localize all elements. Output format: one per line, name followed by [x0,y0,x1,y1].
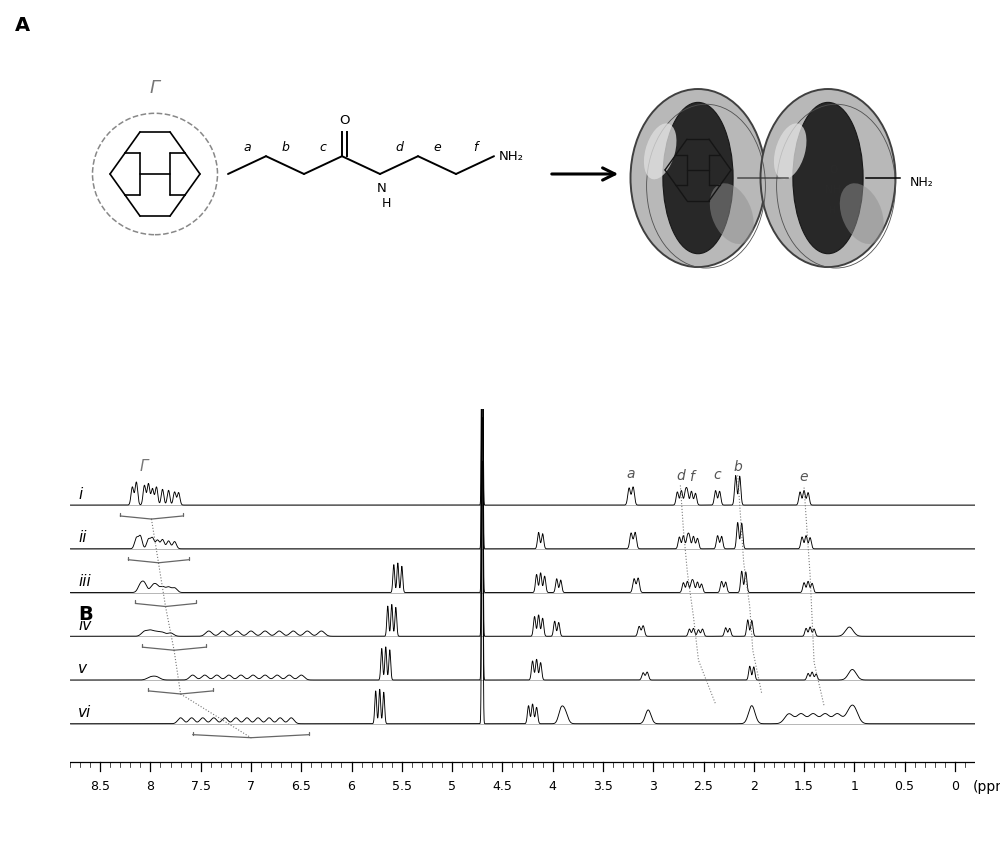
Text: Γ: Γ [139,459,148,474]
Text: N: N [377,182,387,195]
Text: O: O [829,165,837,175]
Text: 1: 1 [850,780,858,792]
Ellipse shape [793,102,863,254]
Text: 2: 2 [750,780,758,792]
Text: 3: 3 [649,780,657,792]
Text: e: e [433,141,441,153]
Text: 1.5: 1.5 [794,780,814,792]
Text: Γ: Γ [150,79,160,97]
Text: iii: iii [78,574,91,589]
Text: 0: 0 [951,780,959,792]
Text: NH₂: NH₂ [910,175,934,189]
Text: v: v [78,662,87,676]
Text: 7: 7 [247,780,255,792]
Text: i: i [78,486,82,502]
Text: NH: NH [825,185,841,196]
Text: f: f [689,470,694,484]
Ellipse shape [760,89,895,267]
Text: (ppm): (ppm) [973,780,1000,794]
Text: ii: ii [78,530,87,545]
Text: c: c [714,469,721,482]
Text: 3.5: 3.5 [593,780,613,792]
Text: d: d [395,141,403,153]
Text: B: B [78,605,93,624]
Text: 4: 4 [549,780,557,792]
Text: 8.5: 8.5 [90,780,110,792]
Text: O: O [339,114,349,127]
Ellipse shape [631,89,766,267]
Text: 5: 5 [448,780,456,792]
Text: a: a [243,141,251,153]
Ellipse shape [774,123,806,180]
Ellipse shape [663,102,733,254]
Text: 2.5: 2.5 [694,780,713,792]
Text: c: c [320,141,326,153]
Text: NH₂: NH₂ [499,150,524,163]
Text: vi: vi [78,706,91,720]
Text: A: A [15,16,30,35]
Ellipse shape [710,183,754,244]
Text: b: b [733,459,742,474]
Text: e: e [800,470,808,484]
Text: a: a [627,466,635,481]
Text: 5.5: 5.5 [392,780,412,792]
Text: 6: 6 [348,780,355,792]
Text: 7.5: 7.5 [191,780,211,792]
Text: d: d [676,470,685,483]
Text: H: H [829,206,835,215]
Ellipse shape [840,183,884,244]
Text: 6.5: 6.5 [291,780,311,792]
Text: 8: 8 [146,780,154,792]
Text: 0.5: 0.5 [895,780,915,792]
Text: H: H [381,196,391,210]
Text: 4.5: 4.5 [492,780,512,792]
Text: b: b [281,141,289,153]
Ellipse shape [644,123,676,180]
Text: f: f [473,141,477,153]
Text: iv: iv [78,618,91,633]
